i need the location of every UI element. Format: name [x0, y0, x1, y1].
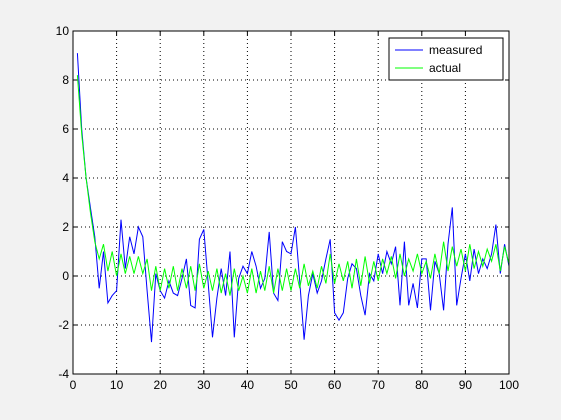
axis-ticks: 0 10 20 30 40 50 60 70 80 90 100 -4 -2 0 2 4 6 8 10: [56, 24, 520, 392]
legend-label-actual: actual: [429, 61, 461, 75]
series-line-actual: [76, 75, 510, 296]
x-tick-label: 70: [372, 378, 386, 392]
y-tick-label: -4: [58, 367, 69, 381]
series-lines: [76, 53, 510, 343]
y-tick-label: 4: [62, 171, 69, 185]
x-tick-label: 10: [110, 378, 124, 392]
y-tick-label: 10: [56, 24, 70, 38]
axes-background: [73, 31, 509, 374]
y-tick-label: 0: [62, 269, 69, 283]
y-tick-label: 2: [62, 220, 69, 234]
legend-label-measured: measured: [429, 43, 482, 57]
x-tick-label: 20: [154, 378, 168, 392]
legend-box: [388, 37, 504, 81]
x-tick-label: 60: [328, 378, 342, 392]
y-tick-label: 6: [62, 122, 69, 136]
x-tick-label: 40: [241, 378, 255, 392]
y-tick-label: 8: [62, 73, 69, 87]
x-tick-label: 90: [459, 378, 473, 392]
y-tick-label: -2: [58, 318, 69, 332]
x-tick-label: 100: [499, 378, 519, 392]
x-tick-label: 80: [415, 378, 429, 392]
series-line-measured: [76, 53, 510, 343]
legend: measured actual: [388, 37, 504, 81]
x-tick-label: 50: [284, 378, 298, 392]
x-tick-label: 30: [197, 378, 211, 392]
x-tick-label: 0: [70, 378, 77, 392]
